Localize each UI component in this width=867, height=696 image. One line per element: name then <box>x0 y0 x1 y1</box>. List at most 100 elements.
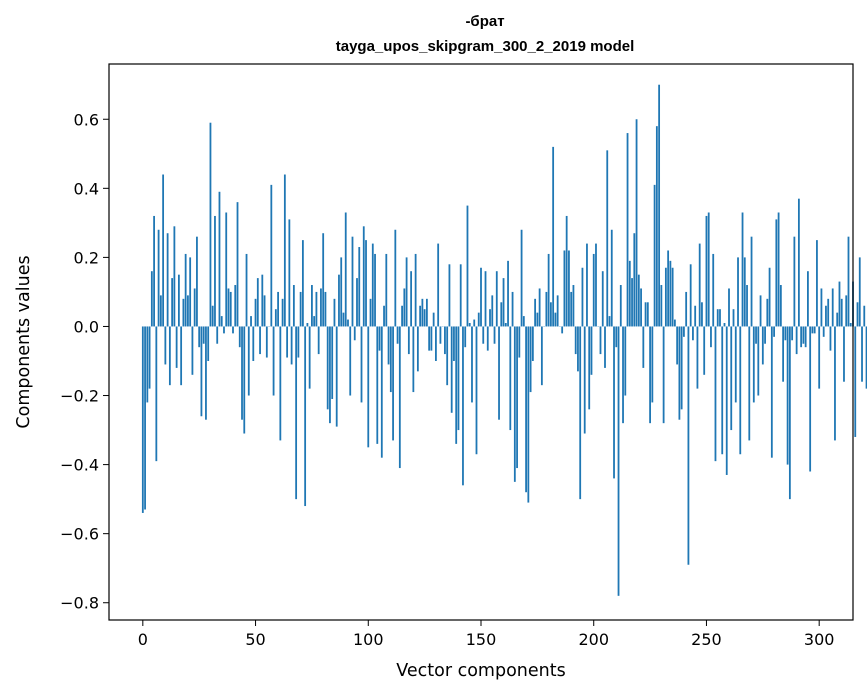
bar-256 <box>719 309 721 327</box>
bar-70 <box>299 291 302 327</box>
bar-282 <box>777 212 780 327</box>
bar-289 <box>793 236 796 327</box>
bar-234 <box>669 260 672 327</box>
bar-103 <box>374 253 376 327</box>
bar-93 <box>351 236 354 327</box>
bar-58 <box>272 326 275 396</box>
bar-22 <box>191 326 194 375</box>
x-tick-label: 0 <box>138 630 148 649</box>
bar-99 <box>365 240 367 327</box>
bar-48 <box>250 316 252 327</box>
bar-0 <box>141 326 144 513</box>
bar-104 <box>376 326 379 444</box>
bar-94 <box>353 326 356 341</box>
bars-group <box>141 84 867 596</box>
bar-174 <box>534 298 537 327</box>
bar-297 <box>811 326 814 334</box>
bar-215 <box>626 133 629 327</box>
x-tick-label: 150 <box>466 630 497 649</box>
bar-14 <box>173 226 176 327</box>
bar-201 <box>595 243 597 327</box>
bar-52 <box>259 326 261 355</box>
bar-226 <box>651 326 654 403</box>
bar-86 <box>335 326 338 427</box>
bar-244 <box>692 326 694 341</box>
bar-263 <box>734 326 737 403</box>
bar-137 <box>450 326 453 413</box>
bar-144 <box>466 205 469 327</box>
bar-210 <box>615 326 618 348</box>
bar-181 <box>549 302 552 327</box>
bar-60 <box>277 291 279 327</box>
bar-229 <box>658 84 661 327</box>
bar-166 <box>516 326 518 469</box>
bar-316 <box>854 326 857 437</box>
bar-11 <box>166 233 169 327</box>
bar-31 <box>211 305 214 327</box>
bar-309 <box>838 281 841 327</box>
bar-76 <box>313 316 316 327</box>
bar-193 <box>577 326 579 372</box>
bar-198 <box>588 326 591 410</box>
bar-184 <box>556 295 559 327</box>
bar-64 <box>286 326 289 358</box>
bar-281 <box>775 219 778 327</box>
bar-172 <box>529 326 532 393</box>
bar-50 <box>254 298 257 327</box>
bar-205 <box>604 326 606 368</box>
bar-159 <box>500 302 503 327</box>
bar-274 <box>759 295 762 327</box>
bar-95 <box>356 278 358 327</box>
bar-90 <box>344 212 347 327</box>
plot-frame <box>108 63 854 621</box>
bar-306 <box>831 288 834 327</box>
y-axis: −0.8 −0.6 −0.4 −0.2 0.0 0.2 0.4 0.6 <box>60 110 109 613</box>
bar-12 <box>168 326 171 386</box>
bar-132 <box>439 326 442 344</box>
bar-46 <box>245 253 248 327</box>
bar-231 <box>662 326 665 424</box>
bar-92 <box>349 326 352 396</box>
bar-3 <box>148 326 151 389</box>
bar-292 <box>800 326 803 348</box>
bar-299 <box>816 240 818 327</box>
bar-318 <box>858 257 861 327</box>
bar-251 <box>707 212 710 327</box>
bar-187 <box>563 250 566 327</box>
bar-28 <box>205 326 207 420</box>
bar-276 <box>764 326 766 344</box>
bar-280 <box>773 326 775 337</box>
bar-262 <box>732 309 735 327</box>
bar-110 <box>389 326 392 393</box>
bar-131 <box>437 243 440 327</box>
bar-123 <box>419 305 422 327</box>
bar-17 <box>180 326 183 386</box>
bar-218 <box>633 233 636 327</box>
bar-235 <box>671 267 674 327</box>
bar-6 <box>155 326 158 462</box>
bar-113 <box>396 326 399 344</box>
bar-278 <box>768 267 771 327</box>
bar-124 <box>421 298 424 327</box>
bar-49 <box>252 326 255 361</box>
bar-304 <box>827 298 830 327</box>
y-tick-label: 0.4 <box>74 179 99 198</box>
bar-190 <box>570 291 573 327</box>
bar-155 <box>491 295 494 327</box>
bar-260 <box>728 288 730 327</box>
bar-233 <box>667 250 670 327</box>
chart-title-line2: tayga_upos_skipgram_300_2_2019 model <box>336 38 635 55</box>
bar-156 <box>493 326 496 344</box>
bar-115 <box>401 305 403 327</box>
bar-240 <box>683 326 685 337</box>
bar-146 <box>471 326 473 403</box>
bar-305 <box>829 326 832 351</box>
x-axis: 0 50 100 150 200 250 300 <box>138 620 834 649</box>
bar-196 <box>583 326 586 434</box>
bar-266 <box>741 212 744 327</box>
x-tick-label: 50 <box>245 630 265 649</box>
bar-214 <box>624 326 627 396</box>
bar-19 <box>184 253 187 327</box>
bar-53 <box>261 274 264 327</box>
bar-195 <box>581 267 584 327</box>
